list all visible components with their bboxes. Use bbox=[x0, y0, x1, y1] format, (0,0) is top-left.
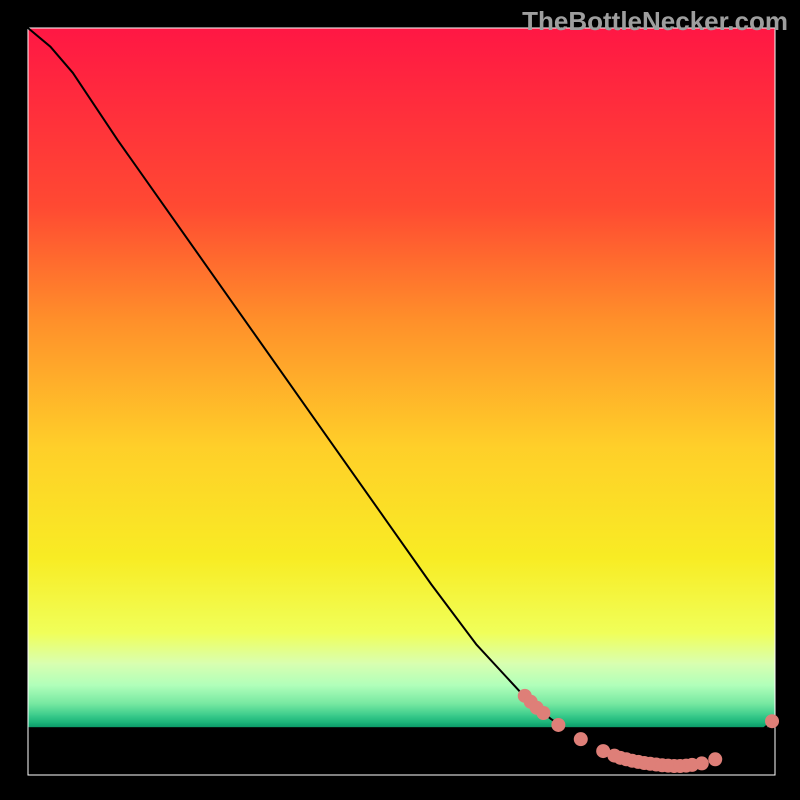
gradient-band bbox=[28, 663, 775, 686]
gradient-band bbox=[28, 558, 775, 633]
data-marker bbox=[551, 718, 565, 732]
data-marker bbox=[708, 752, 722, 766]
gradient-band bbox=[28, 28, 775, 208]
gradient-band bbox=[28, 723, 775, 728]
watermark-text: TheBottleNecker.com bbox=[522, 6, 788, 37]
data-marker bbox=[574, 732, 588, 746]
gradient-band bbox=[28, 685, 775, 704]
data-marker bbox=[536, 706, 550, 720]
data-marker bbox=[695, 756, 709, 770]
gradient-band bbox=[28, 633, 775, 663]
data-marker bbox=[765, 714, 779, 728]
bottleneck-chart: TheBottleNecker.com bbox=[0, 0, 800, 800]
gradient-band bbox=[28, 319, 775, 446]
chart-svg bbox=[0, 0, 800, 800]
gradient-band bbox=[28, 207, 775, 320]
gradient-band bbox=[28, 704, 775, 716]
gradient-band bbox=[28, 715, 775, 723]
